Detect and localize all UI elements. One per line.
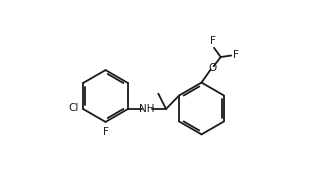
- Text: O: O: [208, 63, 216, 73]
- Text: NH: NH: [139, 104, 155, 114]
- Text: Cl: Cl: [68, 103, 78, 113]
- Text: F: F: [103, 127, 109, 137]
- Text: F: F: [210, 36, 216, 46]
- Text: F: F: [233, 50, 239, 60]
